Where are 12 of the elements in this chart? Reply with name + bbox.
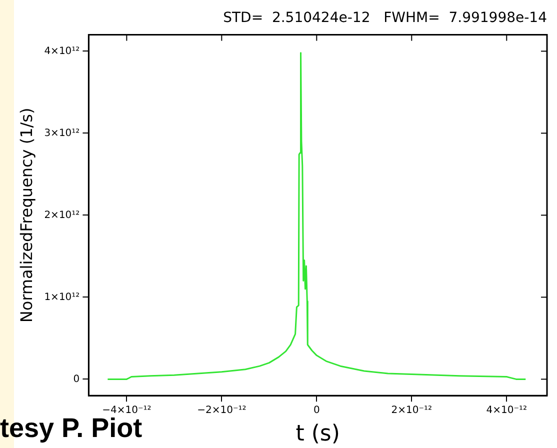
y-tick-label: 1×10¹² xyxy=(44,292,80,303)
x-tick-label: 0 xyxy=(313,405,320,416)
y-axis-title: NormalizedFrequency (1/s) xyxy=(16,108,36,323)
y-tick-label: 4×10¹² xyxy=(44,46,80,57)
y-tick-label: 2×10¹² xyxy=(44,210,80,221)
x-axis-title: t (s) xyxy=(296,422,340,447)
x-tick-label: −2×10⁻¹² xyxy=(197,405,246,416)
y-tick-label: 0 xyxy=(73,374,80,385)
x-tick-label: 4×10⁻¹² xyxy=(486,405,528,416)
y-tick-label: 3×10¹² xyxy=(44,128,80,139)
x-tick-label: 2×10⁻¹² xyxy=(391,405,432,416)
chart-title: STD= 2.510424e-12 FWHM= 7.991998e-14 xyxy=(223,10,548,26)
